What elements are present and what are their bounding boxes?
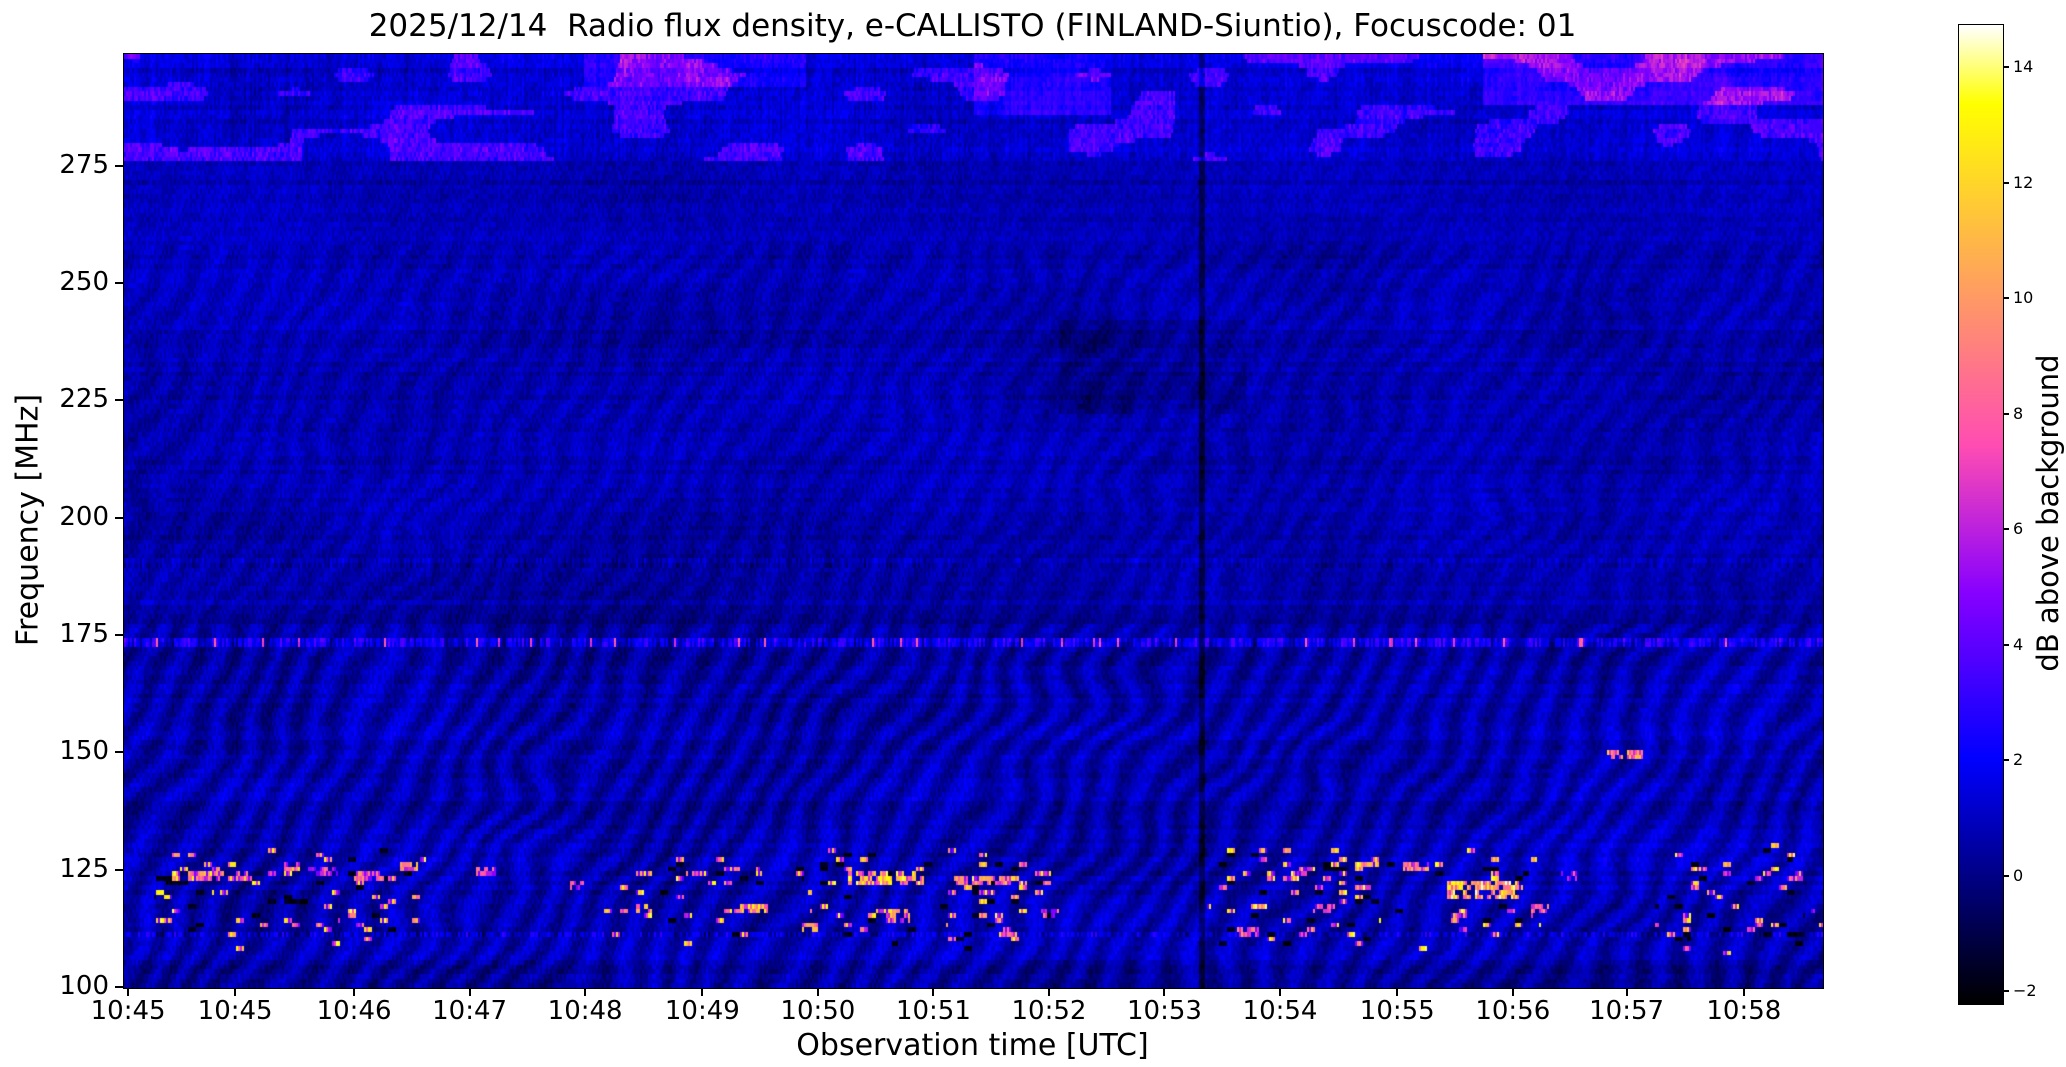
y-tick-label: 250 — [59, 266, 109, 297]
colorbar-canvas — [1959, 25, 2003, 1004]
colorbar-tick-label: 8 — [2013, 403, 2024, 423]
x-tick-label: 10:50 — [780, 996, 856, 1026]
x-tick-mark — [127, 988, 130, 996]
y-tick-mark — [115, 516, 123, 519]
x-tick-label: 10:45 — [90, 996, 166, 1026]
spectrogram-canvas — [124, 54, 1823, 988]
x-tick-label: 10:58 — [1706, 996, 1782, 1026]
y-tick-mark — [115, 986, 123, 988]
colorbar-tick-mark — [2003, 66, 2009, 69]
y-tick-mark — [115, 633, 123, 636]
colorbar-tick-mark — [2003, 759, 2009, 762]
colorbar-tick-mark — [2003, 874, 2009, 877]
colorbar-label: dB above background — [2031, 354, 2065, 672]
y-tick-mark — [115, 868, 123, 871]
chart-title: 2025/12/14 Radio flux density, e-CALLIST… — [368, 8, 1577, 44]
spectrogram-plot — [123, 53, 1824, 989]
colorbar-tick-label: 2 — [2013, 750, 2024, 770]
x-tick-label: 10:55 — [1359, 996, 1435, 1026]
x-tick-label: 10:45 — [197, 996, 273, 1026]
colorbar-tick-label: 0 — [2013, 865, 2024, 885]
x-tick-label: 10:46 — [316, 996, 392, 1026]
x-tick-mark — [353, 988, 356, 996]
colorbar-tick-mark — [2003, 181, 2009, 184]
y-tick-label: 225 — [59, 384, 109, 415]
colorbar — [1958, 24, 2004, 1005]
x-tick-mark — [234, 988, 237, 996]
x-tick-mark — [932, 988, 935, 996]
x-tick-label: 10:57 — [1589, 996, 1665, 1026]
x-tick-mark — [816, 988, 819, 996]
x-tick-label: 10:53 — [1127, 996, 1202, 1026]
y-tick-mark — [115, 281, 123, 284]
colorbar-tick-mark — [2003, 412, 2009, 415]
y-tick-mark — [115, 164, 123, 167]
colorbar-tick-label: 14 — [2013, 57, 2034, 77]
x-tick-label: 10:49 — [664, 996, 740, 1026]
x-tick-mark — [701, 988, 704, 996]
colorbar-tick-label: 10 — [2013, 288, 2034, 308]
colorbar-tick-label: 4 — [2013, 634, 2024, 654]
colorbar-tick-label: −2 — [2013, 981, 2037, 1001]
x-tick-mark — [1163, 988, 1166, 996]
colorbar-tick-mark — [2003, 528, 2009, 531]
x-tick-label: 10:48 — [547, 996, 623, 1026]
x-tick-mark — [468, 988, 471, 996]
colorbar-tick-label: 12 — [2013, 172, 2034, 192]
y-tick-label: 175 — [59, 618, 109, 649]
colorbar-tick-mark — [2003, 643, 2009, 646]
x-tick-label: 10:52 — [1011, 996, 1087, 1026]
x-tick-label: 10:47 — [432, 996, 508, 1026]
x-tick-mark — [1047, 988, 1050, 996]
y-tick-label: 100 — [59, 971, 109, 1001]
x-tick-label: 10:56 — [1475, 996, 1551, 1026]
x-tick-mark — [1511, 988, 1514, 996]
y-tick-mark — [115, 399, 123, 402]
y-tick-label: 150 — [59, 736, 109, 767]
y-tick-mark — [115, 751, 123, 754]
x-tick-label: 10:51 — [895, 996, 971, 1026]
colorbar-tick-mark — [2003, 990, 2009, 993]
y-tick-label: 200 — [59, 501, 109, 532]
x-tick-mark — [1396, 988, 1399, 996]
x-tick-mark — [1279, 988, 1282, 996]
colorbar-tick-label: 6 — [2013, 519, 2024, 539]
y-tick-label: 275 — [59, 149, 109, 180]
x-tick-label: 10:54 — [1242, 996, 1318, 1026]
x-axis-label: Observation time [UTC] — [796, 1028, 1149, 1063]
colorbar-tick-mark — [2003, 297, 2009, 300]
x-tick-mark — [584, 988, 587, 996]
x-tick-mark — [1625, 988, 1628, 996]
y-tick-label: 125 — [59, 853, 109, 884]
x-tick-mark — [1742, 988, 1745, 996]
